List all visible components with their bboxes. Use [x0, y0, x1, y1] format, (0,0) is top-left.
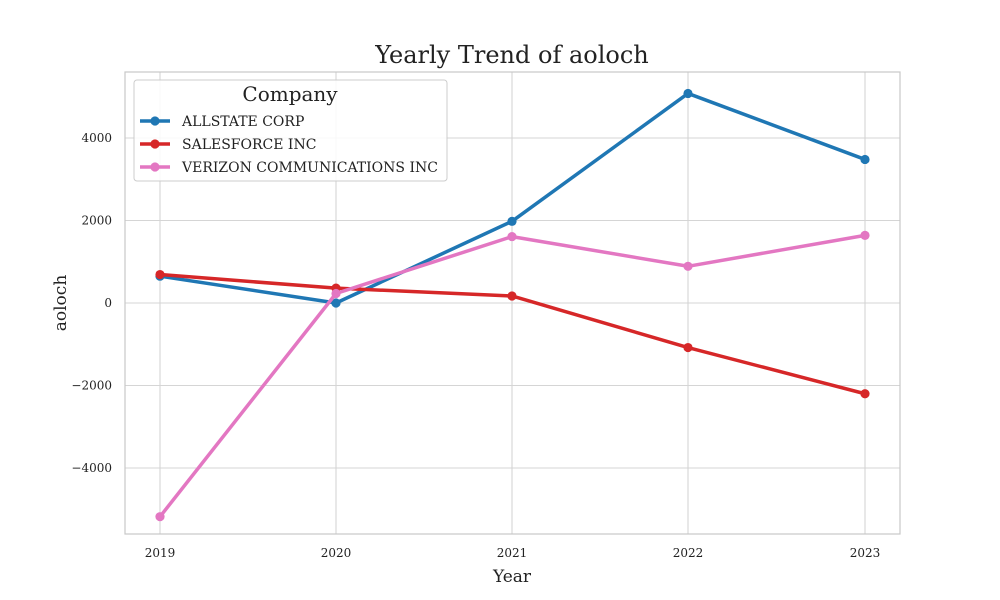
- legend-entry: VERIZON COMMUNICATIONS INC: [140, 160, 438, 176]
- legend-title: Company: [242, 82, 338, 106]
- x-tick-label: 2019: [145, 546, 176, 560]
- y-tick-label: −2000: [71, 379, 112, 393]
- data-point: [860, 154, 870, 165]
- data-point: [860, 230, 870, 240]
- legend-label: VERIZON COMMUNICATIONS INC: [181, 160, 438, 176]
- legend-box: [133, 79, 448, 182]
- data-point: [155, 269, 165, 280]
- data-point: [155, 512, 165, 522]
- legend-entry: ALLSTATE CORP: [140, 114, 304, 130]
- data-point: [331, 288, 341, 299]
- legend-entries: ALLSTATE CORP SALESFORCE INC VERIZON COMMU…: [140, 114, 438, 176]
- data-point: [860, 389, 870, 399]
- data-point: [683, 261, 693, 271]
- legend-swatch-marker: [150, 116, 160, 126]
- legend-swatch-marker: [150, 139, 160, 149]
- legend-entry: SALESFORCE INC: [140, 137, 316, 153]
- legend-label: ALLSTATE CORP: [181, 114, 304, 130]
- chart-title: Yearly Trend of aoloch: [374, 41, 648, 69]
- y-tick-label: 2000: [81, 214, 112, 228]
- x-tick-label: 2022: [673, 546, 704, 560]
- series-3: [155, 230, 870, 522]
- x-tick-label: 2021: [497, 546, 528, 560]
- data-point: [683, 88, 693, 99]
- y-tick-label: 0: [104, 296, 112, 310]
- data-point: [507, 291, 517, 301]
- y-tick-labels: −4000 −2000 0 2000 4000: [71, 131, 112, 475]
- x-axis-label: Year: [492, 567, 532, 587]
- x-tick-label: 2023: [850, 546, 881, 560]
- legend-swatch-marker: [150, 162, 160, 172]
- data-point: [331, 298, 341, 308]
- y-tick-label: 4000: [81, 131, 112, 145]
- data-point: [507, 216, 517, 226]
- y-axis-label: aoloch: [51, 275, 71, 332]
- y-tick-label: −4000: [71, 461, 112, 475]
- series-layer: [155, 88, 870, 522]
- plot-frame: [124, 71, 901, 535]
- x-tick-label: 2020: [321, 546, 352, 560]
- legend-label: SALESFORCE INC: [182, 137, 316, 153]
- data-point: [507, 231, 517, 242]
- data-point: [683, 342, 693, 353]
- x-tick-labels: 2019 2020 2021 2022 2023: [145, 546, 881, 560]
- legend: Company ALLSTATE CORP SALESFORCE INC VERIZ…: [133, 79, 448, 182]
